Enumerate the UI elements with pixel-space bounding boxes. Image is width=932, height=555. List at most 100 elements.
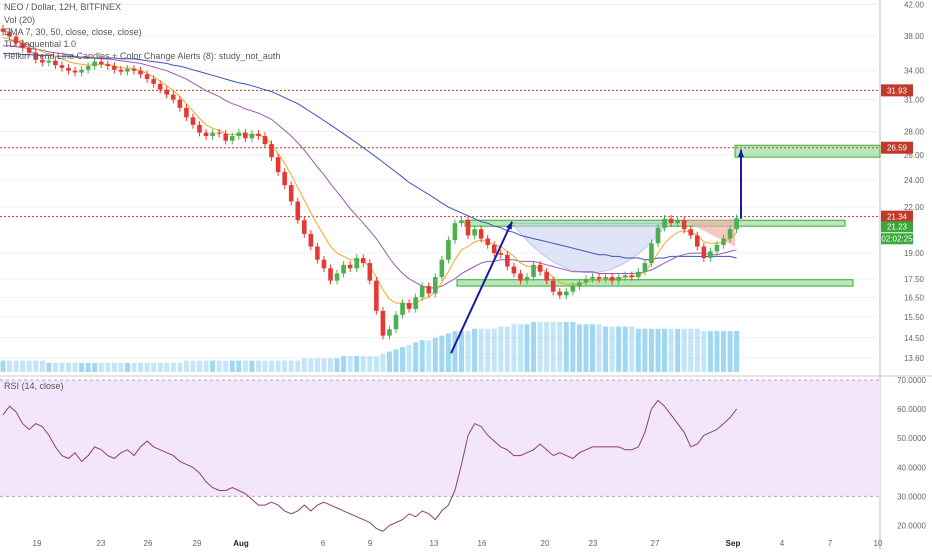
volume-bar [157, 362, 163, 372]
candle-body [328, 268, 333, 281]
candle-body [112, 66, 117, 70]
volume-bar [210, 360, 216, 372]
candle-body [341, 264, 346, 274]
candle-body [177, 99, 183, 108]
volume-bar [151, 362, 157, 372]
candle-body [616, 277, 621, 281]
candle-body [636, 271, 641, 278]
candle-body [151, 79, 156, 84]
candle-body [511, 266, 517, 274]
candle-body [478, 229, 484, 239]
rsi-tick-label: 40.0000 [897, 463, 926, 472]
candle-body [243, 132, 248, 139]
ema-mid-line [3, 45, 737, 289]
candle-body [13, 36, 19, 44]
candle-body [105, 64, 111, 67]
volume-bar [282, 360, 288, 372]
last-price-label: 21.23 [887, 222, 908, 231]
price-level-tag [881, 141, 913, 154]
volume-bar [373, 356, 379, 372]
candle-body [596, 277, 602, 279]
volume-bar [557, 322, 563, 372]
volume-bar [190, 360, 196, 372]
volume-bar [144, 362, 150, 372]
candle-body [590, 277, 595, 279]
price-tick-label: 34.00 [904, 67, 925, 76]
volume-bar [33, 360, 39, 372]
candle-body [203, 132, 209, 137]
candle-body [72, 70, 78, 73]
candle-body [734, 218, 739, 230]
x-tick-label: 9 [368, 539, 373, 548]
volume-bar [92, 362, 98, 372]
volume-bar [216, 360, 222, 372]
price-tick-label: 22.00 [904, 203, 925, 212]
volume-bar [707, 331, 713, 372]
volume-bar [7, 360, 13, 372]
candle-body [695, 235, 700, 247]
volume-bar [393, 349, 399, 372]
volume-bar [170, 362, 176, 372]
candle-body [236, 132, 242, 137]
volume-bar [118, 362, 124, 372]
x-tick-label: 10 [874, 539, 883, 548]
candles-legend: Heikin Trend Line Candles + Color Change… [4, 51, 281, 61]
price-level-tag [881, 210, 913, 223]
target-arrow-head [737, 149, 745, 157]
candle-body [33, 52, 39, 60]
price-pane-bg [0, 0, 880, 372]
price-level-label: 21.34 [887, 213, 908, 222]
price-tick-label: 15.50 [904, 313, 925, 322]
candle-body [40, 59, 45, 63]
candle-body [629, 275, 635, 278]
x-tick-label: 26 [144, 539, 153, 548]
x-tick-label: 23 [97, 539, 106, 548]
volume-bar [229, 360, 235, 372]
candle-body [347, 264, 353, 269]
candle-body [537, 264, 543, 272]
volume-bar [59, 362, 65, 372]
candle-body [275, 157, 281, 173]
candle-body [20, 43, 25, 48]
volume-bar [524, 324, 530, 372]
ema-legend: EMA 7, 30, 50, close, close, close) [4, 27, 142, 37]
volume-bar [197, 360, 202, 372]
zone-target [734, 144, 881, 158]
candle-body [531, 264, 536, 278]
candle-body [302, 220, 307, 234]
volume-bar [406, 344, 412, 372]
countdown-label: 02:02:25 [881, 234, 913, 243]
volume-bar [603, 326, 609, 372]
candle-body [675, 220, 680, 224]
candle-body [433, 277, 438, 294]
volume-bar [616, 326, 622, 372]
candle-body [164, 89, 170, 95]
volume-bar [485, 328, 491, 372]
candle-body [518, 273, 523, 281]
volume-bar [347, 356, 353, 372]
candle-body [662, 218, 667, 228]
volume-bar [354, 356, 360, 372]
candle-body [688, 229, 694, 236]
volume-bar [367, 356, 373, 372]
candle-body [262, 136, 268, 145]
candle-body [655, 227, 661, 244]
candle-body [603, 277, 608, 279]
volume-bar [694, 328, 700, 372]
volume-bar [328, 358, 333, 372]
volume-bar [590, 324, 595, 372]
volume-bar [472, 328, 478, 372]
volume-bar [52, 362, 58, 372]
candle-body [622, 275, 628, 278]
candle-body [446, 240, 451, 260]
candle-body [393, 314, 399, 330]
x-tick-label: 7 [828, 539, 833, 548]
candle-body [524, 277, 530, 281]
candle-body [249, 133, 255, 139]
volume-bar [20, 360, 26, 372]
volume-bar [138, 362, 144, 372]
candle-body [138, 70, 143, 75]
candle-body [157, 83, 163, 90]
